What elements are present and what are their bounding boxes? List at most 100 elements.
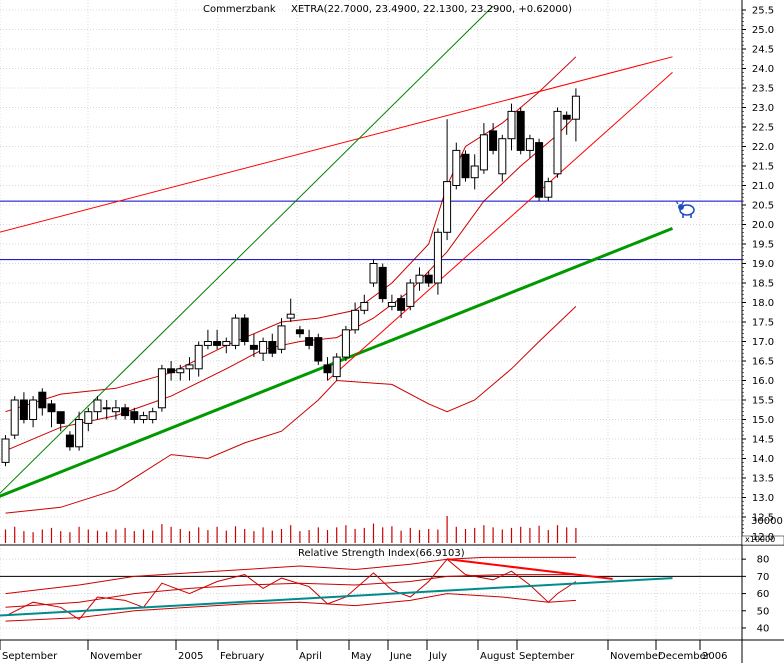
candle-body [443, 181, 452, 233]
candle-body [498, 138, 507, 175]
candle-body [38, 391, 47, 409]
bollinger-lower-band [5, 306, 577, 514]
price-tick-label: 18.0 [752, 298, 774, 309]
trend-lines [0, 5, 742, 498]
time-tick-label: September [2, 651, 58, 662]
candle-body [130, 411, 139, 421]
rsi-panel [0, 556, 742, 622]
candle-body [433, 231, 442, 284]
price-tick-label: 15.0 [752, 415, 774, 426]
candle-body [277, 325, 286, 350]
candle-body [111, 407, 120, 413]
candle-body [452, 149, 461, 186]
price-tick-label: 23.0 [752, 103, 774, 114]
candle-body [332, 356, 341, 378]
candle-body [424, 274, 433, 284]
trend-line [327, 72, 673, 381]
gridlines [0, 0, 742, 640]
price-tick-label: 14.5 [752, 435, 774, 446]
candle-body [249, 344, 258, 350]
candle-body [240, 317, 249, 343]
candle-body [19, 399, 28, 420]
rsi-tick-label: 80 [757, 555, 770, 566]
candle-body [351, 309, 360, 331]
candle-body [148, 411, 157, 421]
volume-tick-label: 30000 [751, 516, 783, 527]
candle-body [167, 368, 176, 374]
candle-body [360, 302, 369, 311]
price-tick-label: 13.0 [752, 493, 774, 504]
rsi-trend-line [0, 577, 673, 617]
price-tick-label: 25.0 [752, 25, 774, 36]
chart-title: Commerzbank [203, 4, 276, 15]
time-tick-label: May [351, 651, 372, 662]
candle-body [222, 341, 231, 346]
candle-body [75, 419, 84, 448]
candle-body [479, 134, 488, 171]
candle-body [387, 302, 396, 307]
time-tick-label: 2006 [702, 651, 727, 662]
price-tick-label: 17.0 [752, 337, 774, 348]
candle-body [378, 266, 387, 300]
time-tick-label: November [610, 651, 663, 662]
bollinger-middle-band [5, 114, 577, 452]
price-tick-label: 20.5 [752, 201, 774, 212]
time-tick-label: August [480, 651, 515, 662]
volume-unit-box [741, 535, 784, 546]
rsi-tick-label: 50 [757, 606, 770, 617]
candle-body [10, 399, 19, 436]
time-tick-label: July [428, 651, 447, 662]
price-tick-label: 19.5 [752, 240, 774, 251]
candle-body [461, 153, 470, 179]
candle-body [268, 341, 277, 354]
rsi-tick-label: 60 [757, 589, 770, 600]
price-tick-label: 16.5 [752, 357, 774, 368]
price-tick-label: 21.5 [752, 162, 774, 173]
price-tick-label: 21.0 [752, 181, 774, 192]
candle-body [470, 165, 479, 179]
candle-body [185, 364, 194, 370]
price-tick-label: 19.0 [752, 259, 774, 270]
time-tick-label: November [90, 651, 143, 662]
candle-body [535, 142, 544, 198]
candle-body [525, 138, 534, 151]
candle-body [231, 317, 240, 346]
candle-body [305, 337, 314, 346]
time-tick-label: December [658, 651, 711, 662]
candle-body [56, 411, 65, 424]
candlesticks [1, 88, 580, 467]
trend-line [0, 227, 674, 498]
time-tick-label: 2005 [178, 651, 203, 662]
rsi-band-lower [5, 593, 576, 622]
candle-body [176, 368, 185, 374]
price-tick-label: 15.5 [752, 396, 774, 407]
price-tick-label: 16.0 [752, 376, 774, 387]
candle-body [121, 407, 130, 417]
candle-body [314, 337, 323, 362]
candle-body [194, 344, 203, 370]
price-tick-label: 12.0 [752, 532, 774, 543]
candle-body [1, 438, 10, 463]
candle-body [213, 341, 222, 346]
volume-bars [4, 516, 577, 543]
candle-body [507, 110, 516, 140]
time-tick-label: June [389, 651, 412, 662]
trend-line [0, 56, 673, 233]
price-tick-label: 25.5 [752, 6, 774, 17]
price-tick-label: 13.5 [752, 474, 774, 485]
candle-body [29, 399, 38, 420]
candle-body [203, 341, 212, 346]
candle-body [139, 415, 148, 421]
volume-unit-label: x10000 [745, 535, 775, 544]
rsi-band-middle [5, 574, 576, 608]
candle-body [369, 263, 378, 284]
rsi-band-upper [5, 556, 576, 595]
price-tick-label: 20.0 [752, 220, 774, 231]
candle-body [406, 282, 415, 307]
candle-body [397, 298, 406, 311]
candle-body [571, 95, 580, 120]
candle-body [65, 434, 74, 448]
time-tick-label: February [220, 651, 264, 662]
rsi-line [5, 558, 577, 621]
